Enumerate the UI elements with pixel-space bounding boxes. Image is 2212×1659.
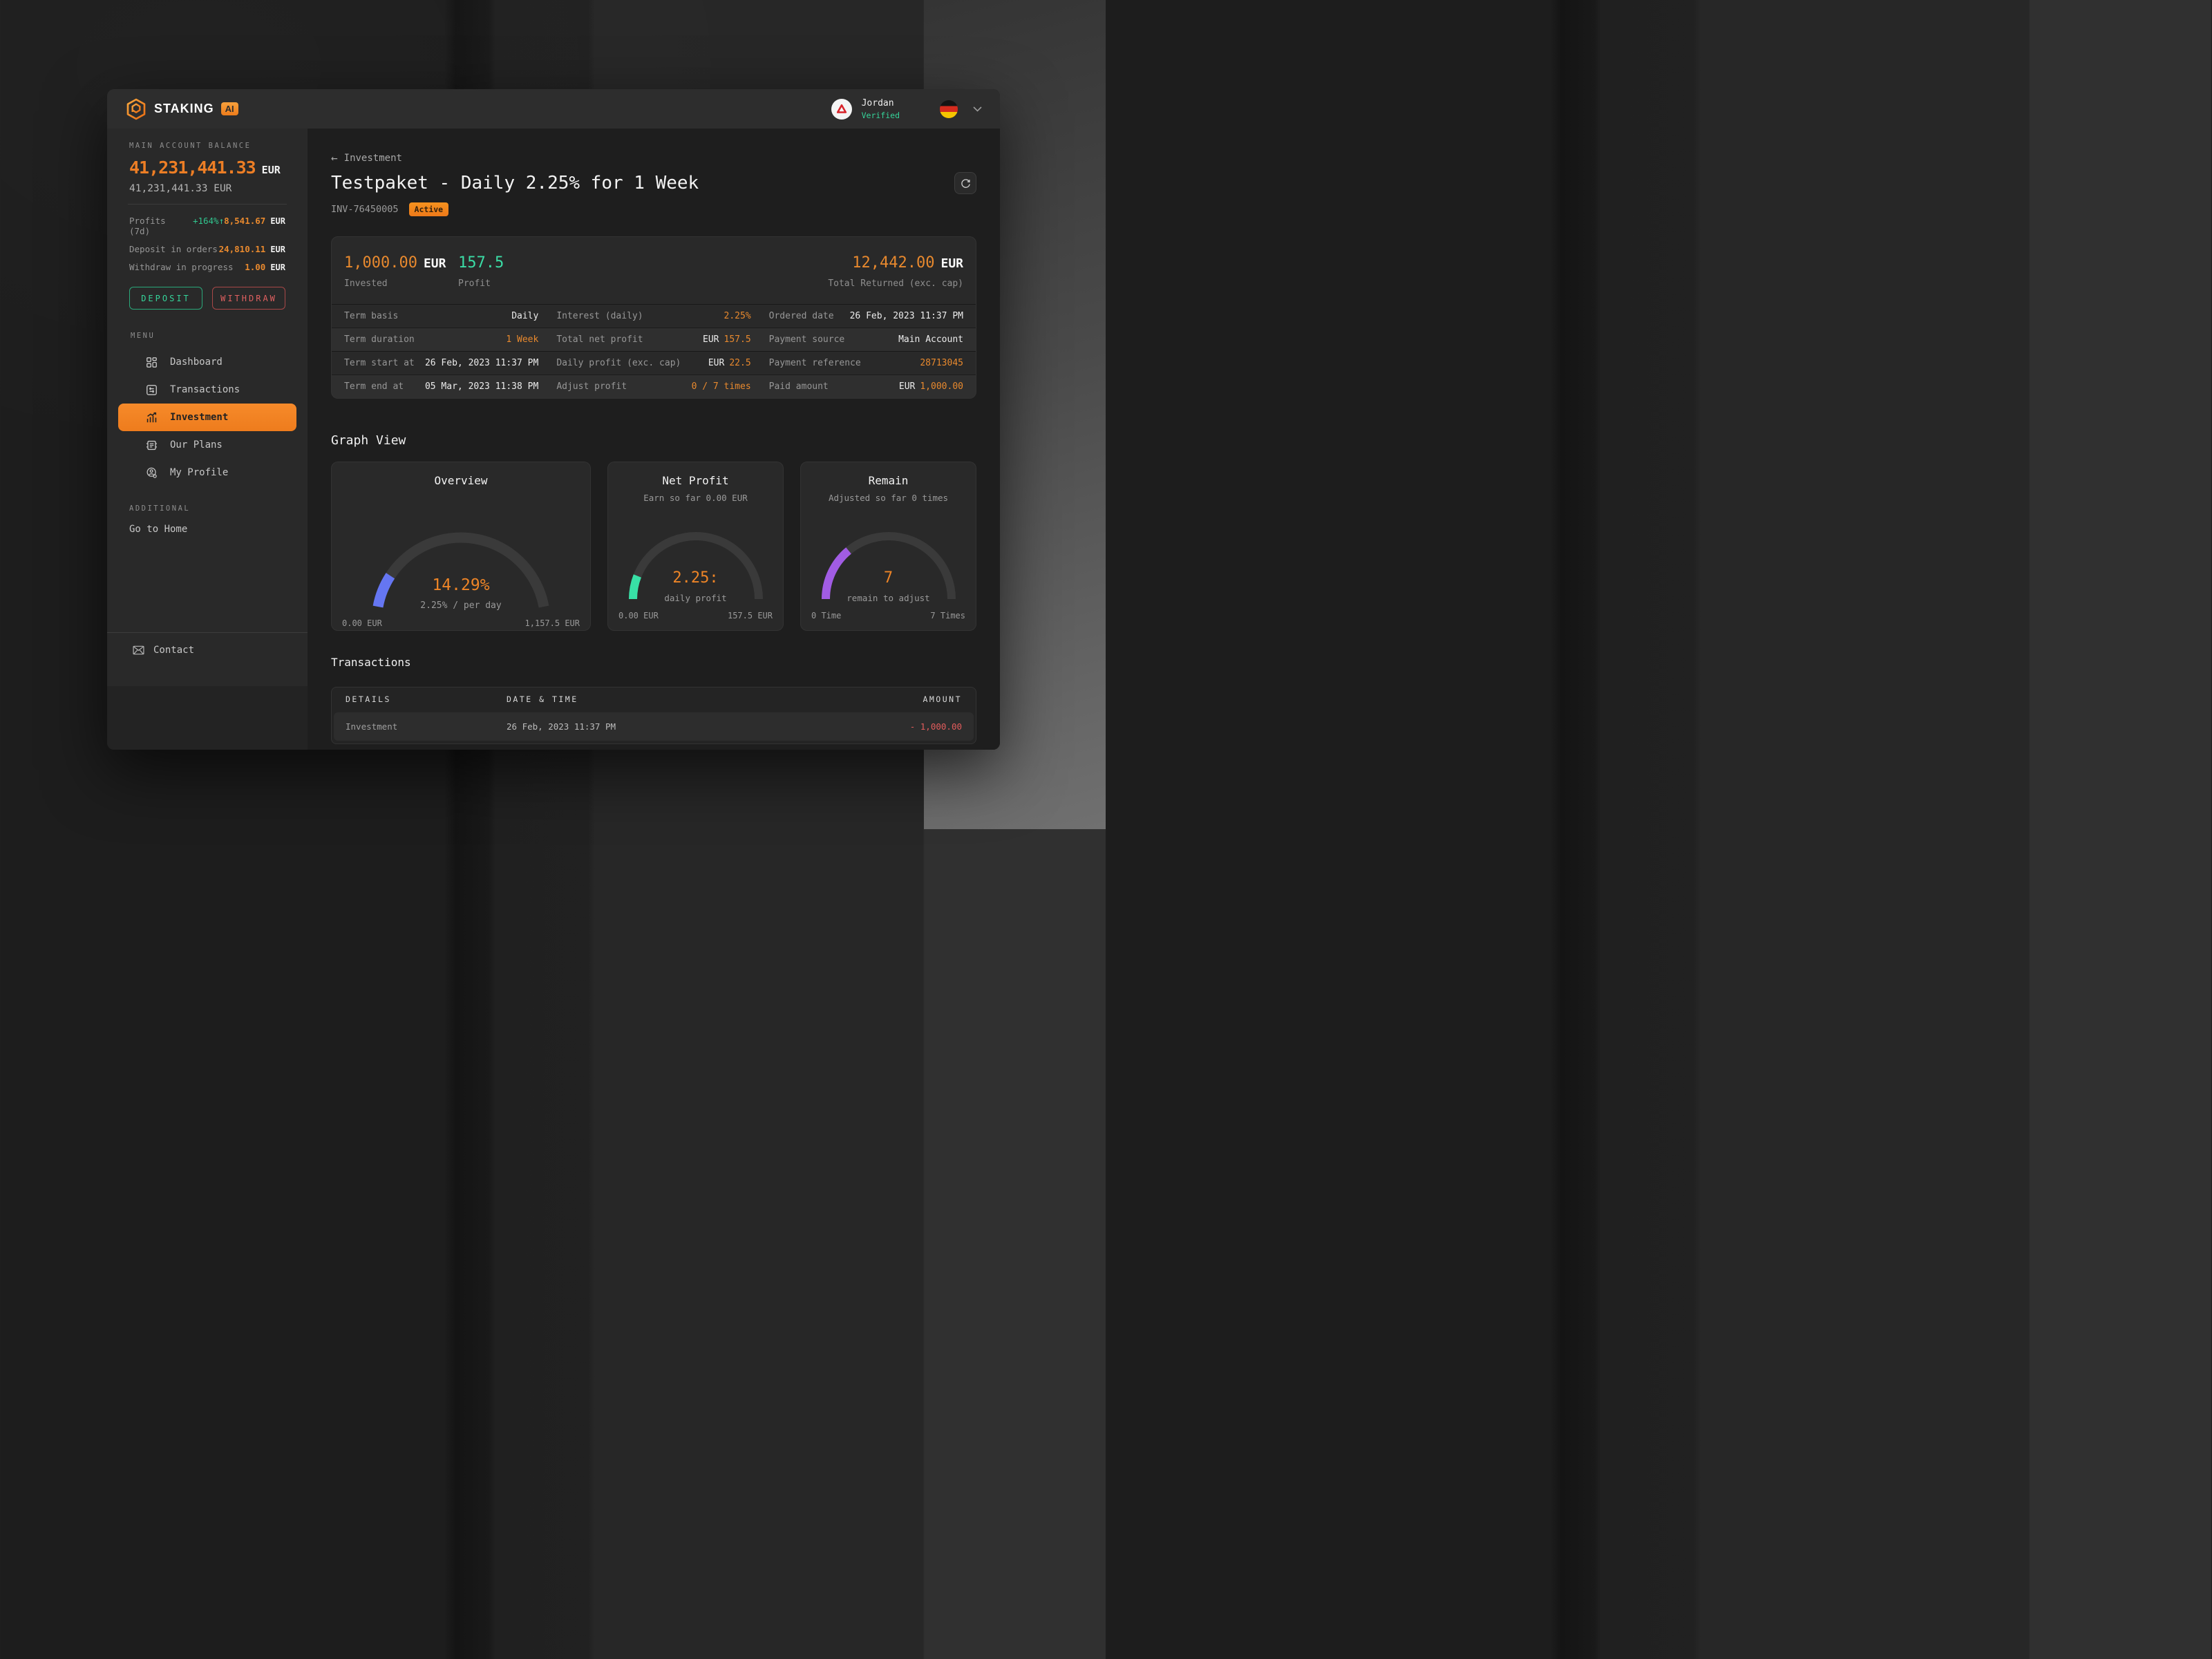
brand-ai-badge: AI [220,102,238,115]
profits-delta: +164%↑ [192,216,225,226]
transactions-table: DETAILS DATE & TIME AMOUNT Investment 26… [331,687,976,744]
refresh-button[interactable] [954,172,976,194]
contact-link[interactable]: Contact [107,632,308,686]
gauge-min-label: 0.00 EUR [618,611,659,620]
back-link[interactable]: ← Investment [331,151,402,164]
detail-term-basis: Term basis Daily [344,311,539,321]
user-block[interactable]: Jordan Verified [862,98,900,120]
avatar-knot-icon [836,104,847,113]
investment-chart-icon [146,412,157,422]
stat-profits-7d: Profits (7d) +164%↑ 8,541.67 EUR [129,216,285,236]
tx-amount: - 1,000.00 [909,721,962,732]
gauge-max-label: 1,157.5 EUR [524,618,580,628]
detail-adjust-profit: Adjust profit 0 / 7 times [556,381,751,392]
additional-section: ADDITIONAL Go to Home [107,504,308,535]
detail-interest-daily: Interest (daily) 2.25% [556,311,751,321]
detail-paid-amount: Paid amount EUR 1,000.00 [768,381,963,392]
user-verified-status: Verified [861,110,900,120]
status-badge: Active [408,202,449,216]
back-arrow-icon: ← [331,151,338,164]
refresh-icon [961,178,970,188]
avatar[interactable] [831,98,852,120]
investment-reference: INV-76450005 [331,204,399,215]
detail-total-net-profit: Total net profit EUR 157.5 [556,334,751,345]
detail-daily-profit: Daily profit (exc. cap) EUR 22.5 [556,358,751,368]
envelope-icon [133,645,144,655]
detail-ordered-date: Ordered date 26 Feb, 2023 11:37 PM [768,311,963,321]
gauge-max-label: 157.5 EUR [727,611,773,620]
menu-label: MENU [131,332,155,340]
transactions-heading: Transactions [331,656,411,669]
page-title: Testpaket - Daily 2.25% for 1 Week [331,173,699,193]
investment-details-card: 1,000.00 EUR Invested 157.5 Profit 12,44… [331,236,976,399]
language-flag-germany[interactable] [940,99,958,118]
net-profit-gauge [628,532,763,600]
app-header: STAKING AI Jordan Verified [107,89,1000,129]
go-to-home-link[interactable]: Go to Home [129,524,188,535]
deposit-button[interactable]: DEPOSIT [129,287,202,310]
gauge-card-net-profit: Net Profit Earn so far 0.00 EUR 2.25: da… [607,462,784,631]
balance-currency: EUR [261,164,281,176]
gauge-min-label: 0 Time [811,611,842,620]
detail-term-start: Term start at 26 Feb, 2023 11:37 PM [344,358,539,368]
sidebar-item-our-plans[interactable]: Our Plans [118,431,296,459]
summary-row: 1,000.00 EUR Invested 157.5 Profit 12,44… [332,237,976,304]
column-amount: AMOUNT [923,694,962,704]
detail-term-duration: Term duration 1 Week [344,334,539,345]
sidebar-item-dashboard[interactable]: Dashboard [118,348,296,376]
user-name: Jordan [861,97,894,108]
brand-logo: STAKING AI [125,98,238,120]
sidebar-item-my-profile[interactable]: My Profile [118,459,296,486]
main-content: ← Investment Testpaket - Daily 2.25% for… [308,129,1000,750]
stat-deposit-in-orders: Deposit in orders 24,810.11 EUR [129,244,285,254]
detail-term-end: Term end at 05 Mar, 2023 11:38 PM [344,381,539,392]
column-details: DETAILS [346,694,391,704]
menu-section: MENU Dashboard [107,332,308,486]
additional-label: ADDITIONAL [129,504,191,513]
sidebar: MAIN ACCOUNT BALANCE 41,231,441.33 EUR 4… [107,129,308,750]
summary-total-returned: 12,442.00 EUR Total Returned (exc. cap) [828,254,963,289]
sidebar-item-investment[interactable]: Investment [118,404,296,431]
table-row: Investment 26 Feb, 2023 11:37 PM - 1,000… [334,712,974,741]
detail-payment-source: Payment source Main Account [768,334,963,345]
balance-stats: Profits (7d) +164%↑ 8,541.67 EUR Deposit… [107,205,308,272]
details-row: Term end at 05 Mar, 2023 11:38 PM Adjust… [332,375,976,398]
balance-section: MAIN ACCOUNT BALANCE 41,231,441.33 EUR 4… [107,129,308,194]
gauge-card-remain: Remain Adjusted so far 0 times 7 remain … [800,462,976,631]
dashboard-icon [146,357,157,368]
divider [128,204,287,205]
details-row: Term duration 1 Week Total net profit EU… [332,328,976,351]
remain-gauge [821,532,956,600]
gauge-max-label: 7 Times [930,611,965,620]
detail-payment-reference: Payment reference 28713045 [768,358,963,368]
profile-icon [146,467,157,478]
transactions-table-header: DETAILS DATE & TIME AMOUNT [332,688,976,711]
withdraw-button[interactable]: WITHDRAW [212,287,285,310]
staking-logo-icon [126,98,146,120]
brand-name: STAKING [154,102,214,115]
plans-icon [146,440,158,450]
details-row: Term start at 26 Feb, 2023 11:37 PM Dail… [332,351,976,375]
graph-view-heading: Graph View [331,433,406,448]
transactions-icon [146,384,157,395]
balance-label: MAIN ACCOUNT BALANCE [129,142,252,150]
overview-gauge [372,532,549,608]
summary-invested: 1,000.00 EUR Invested [344,254,446,289]
app-window: STAKING AI Jordan Verified MAIN A [107,89,1000,750]
sidebar-item-transactions[interactable]: Transactions [118,376,296,404]
balance-secondary: 41,231,441.33 EUR [129,183,232,194]
gauge-min-label: 0.00 EUR [342,618,382,628]
tx-datetime: 26 Feb, 2023 11:37 PM [507,721,616,732]
balance-amount: 41,231,441.33 [129,158,256,178]
stat-withdraw-in-progress: Withdraw in progress 1.00 EUR [129,262,285,272]
gauge-card-overview: Overview 14.29% 2.25% / per day 0. [331,462,591,631]
chevron-down-icon[interactable] [973,106,982,112]
details-row: Term basis Daily Interest (daily) 2.25% … [332,304,976,328]
tx-details: Investment [346,721,398,732]
column-date-time: DATE & TIME [507,694,578,704]
sidebar-footer [107,686,308,750]
summary-profit: 157.5 Profit [458,254,504,289]
